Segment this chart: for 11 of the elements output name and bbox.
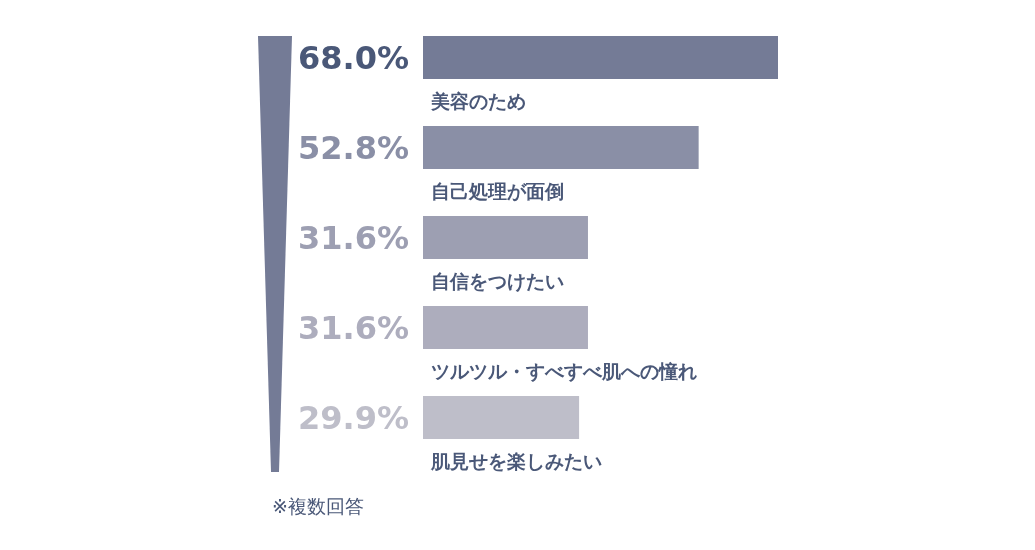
y-tick-label: 自己処理が面倒 — [431, 180, 564, 202]
data-label: 31.6% — [297, 308, 409, 347]
data-label: 52.8% — [297, 128, 409, 167]
y-tick-label: 自信をつけたい — [431, 270, 564, 292]
y-tick-label: 肌見せを楽しみたい — [430, 450, 602, 472]
data-label: 31.6% — [297, 218, 409, 257]
text: ※複数回答 — [272, 494, 364, 517]
data-label: 29.9% — [297, 398, 409, 437]
y-tick-label: 美容のため — [430, 90, 526, 112]
y-tick-label: ツルツル・すべすべ肌への憧れ — [431, 360, 697, 382]
data-label: 68.0% — [297, 38, 409, 77]
